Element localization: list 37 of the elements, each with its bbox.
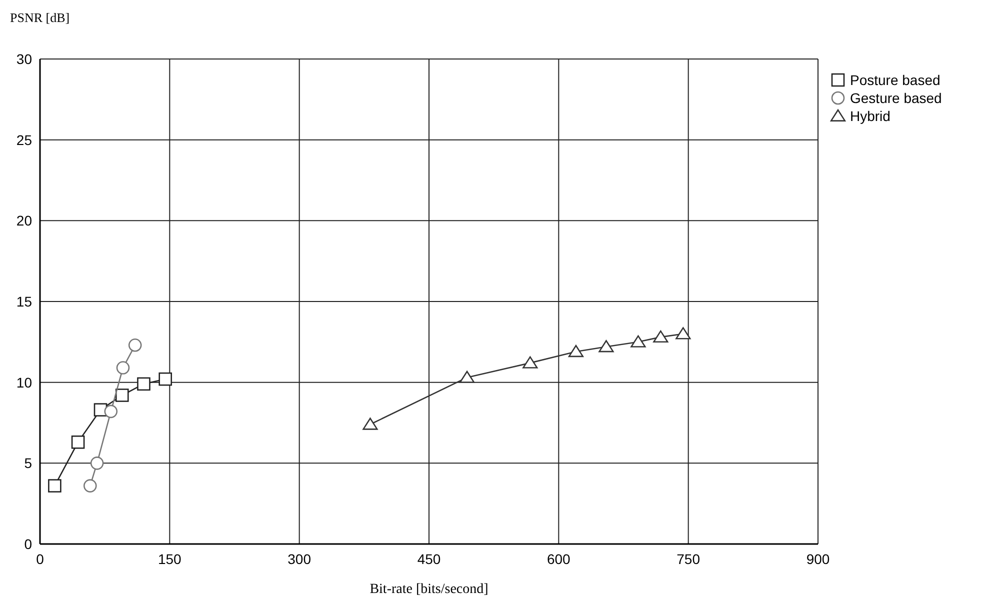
point	[71, 436, 85, 449]
y-tick-label: 30	[16, 51, 32, 67]
y-tick-label: 5	[24, 455, 32, 472]
legend-label: Posture based	[850, 72, 940, 88]
y-tick-label: 15	[16, 294, 32, 310]
point	[83, 479, 97, 492]
point	[598, 340, 614, 352]
point	[90, 456, 104, 470]
point	[48, 479, 62, 492]
x-axis-title: Bit-rate [bits/second]	[370, 582, 488, 597]
x-tick-label: 150	[158, 551, 182, 567]
y-axis-title: PSNR [dB]	[10, 10, 70, 25]
point	[630, 335, 646, 348]
point	[568, 344, 584, 358]
point	[158, 372, 172, 386]
legend-label: Hybrid	[850, 108, 890, 124]
x-tick-label: 600	[546, 551, 571, 567]
point	[522, 356, 538, 368]
point	[137, 377, 150, 391]
point	[116, 361, 130, 374]
x-tick-label: 0	[36, 551, 44, 567]
x-tick-label: 300	[288, 551, 312, 567]
point	[128, 338, 142, 352]
x-tick-label: 900	[806, 551, 830, 567]
legend-label: Gesture based	[850, 90, 942, 106]
point	[104, 404, 118, 418]
x-tick-label: 750	[676, 551, 700, 567]
y-tick-label: 20	[16, 212, 32, 229]
point	[362, 418, 378, 430]
point	[115, 388, 129, 402]
y-tick-label: 0	[24, 536, 32, 552]
y-tick-label: 10	[16, 374, 32, 390]
point	[676, 327, 691, 340]
point	[653, 330, 668, 343]
x-tick-label: 450	[417, 551, 441, 567]
y-tick-label: 25	[16, 132, 32, 148]
point	[459, 370, 475, 383]
